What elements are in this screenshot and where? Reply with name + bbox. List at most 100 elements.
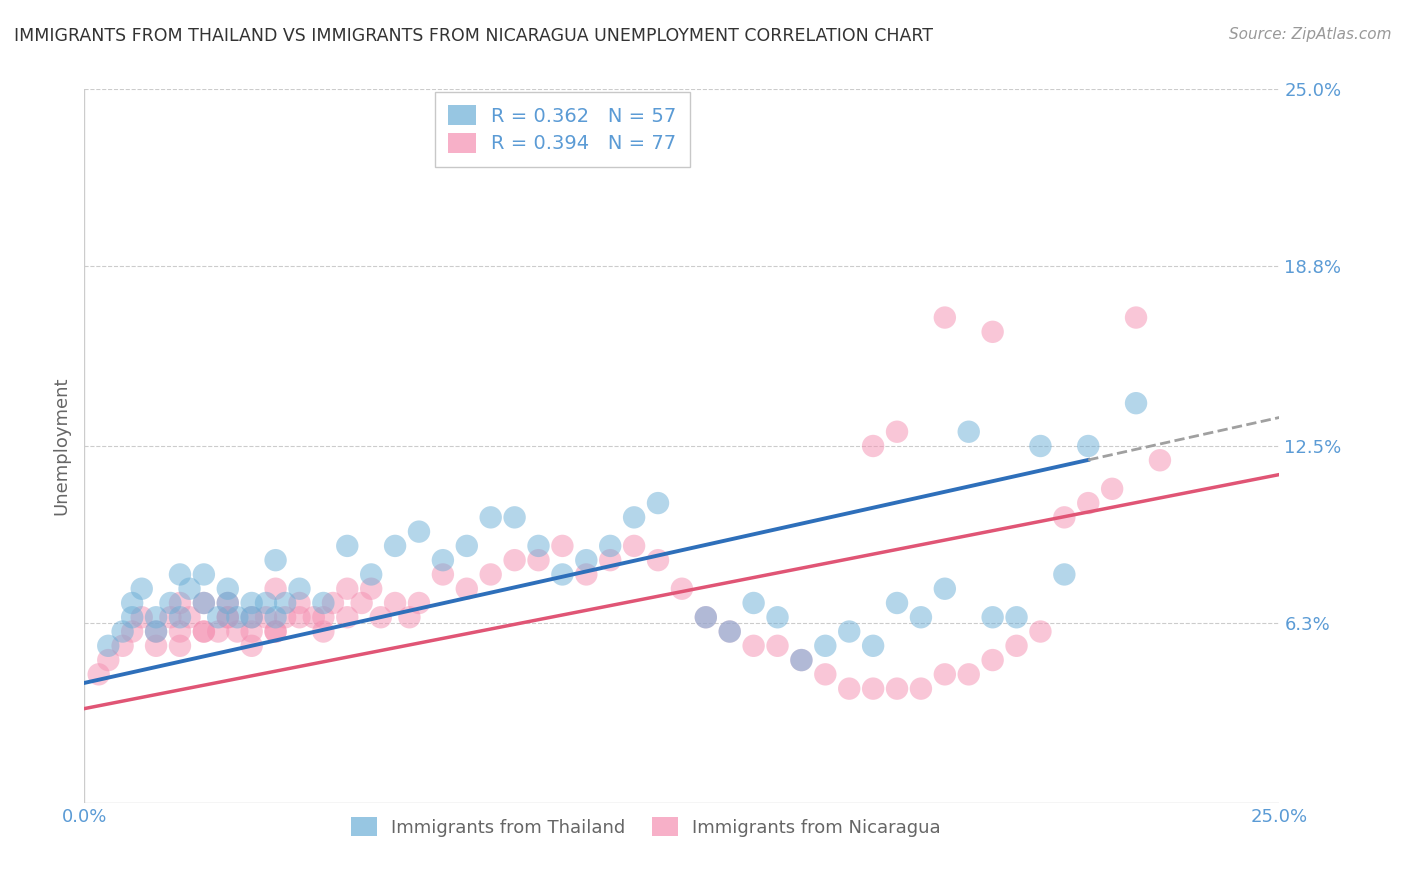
- Point: [193, 567, 215, 582]
- Point: [312, 624, 335, 639]
- Point: [240, 639, 263, 653]
- Point: [432, 553, 454, 567]
- Point: [766, 639, 789, 653]
- Point: [111, 639, 134, 653]
- Point: [264, 582, 287, 596]
- Point: [254, 596, 277, 610]
- Point: [264, 624, 287, 639]
- Point: [217, 582, 239, 596]
- Point: [360, 567, 382, 582]
- Point: [217, 610, 239, 624]
- Point: [179, 582, 201, 596]
- Point: [934, 667, 956, 681]
- Point: [240, 610, 263, 624]
- Point: [551, 539, 574, 553]
- Point: [551, 567, 574, 582]
- Text: IMMIGRANTS FROM THAILAND VS IMMIGRANTS FROM NICARAGUA UNEMPLOYMENT CORRELATION C: IMMIGRANTS FROM THAILAND VS IMMIGRANTS F…: [14, 27, 934, 45]
- Point: [910, 681, 932, 696]
- Point: [695, 610, 717, 624]
- Point: [312, 596, 335, 610]
- Point: [957, 425, 980, 439]
- Point: [336, 539, 359, 553]
- Point: [131, 610, 153, 624]
- Point: [169, 567, 191, 582]
- Point: [934, 582, 956, 596]
- Point: [671, 582, 693, 596]
- Text: Source: ZipAtlas.com: Source: ZipAtlas.com: [1229, 27, 1392, 42]
- Point: [336, 610, 359, 624]
- Point: [1005, 610, 1028, 624]
- Point: [1053, 567, 1076, 582]
- Point: [527, 539, 550, 553]
- Point: [623, 510, 645, 524]
- Point: [838, 624, 860, 639]
- Point: [910, 610, 932, 624]
- Point: [87, 667, 110, 681]
- Point: [169, 624, 191, 639]
- Point: [350, 596, 373, 610]
- Point: [217, 596, 239, 610]
- Point: [886, 425, 908, 439]
- Point: [169, 596, 191, 610]
- Point: [226, 624, 249, 639]
- Point: [384, 539, 406, 553]
- Point: [981, 610, 1004, 624]
- Point: [647, 553, 669, 567]
- Point: [97, 639, 120, 653]
- Point: [408, 524, 430, 539]
- Point: [159, 596, 181, 610]
- Point: [1053, 510, 1076, 524]
- Point: [121, 610, 143, 624]
- Legend: Immigrants from Thailand, Immigrants from Nicaragua: Immigrants from Thailand, Immigrants fro…: [344, 810, 948, 844]
- Point: [1101, 482, 1123, 496]
- Point: [264, 610, 287, 624]
- Point: [274, 610, 297, 624]
- Point: [207, 624, 229, 639]
- Point: [599, 553, 621, 567]
- Point: [1029, 624, 1052, 639]
- Point: [169, 610, 191, 624]
- Point: [207, 610, 229, 624]
- Point: [695, 610, 717, 624]
- Point: [240, 624, 263, 639]
- Point: [479, 567, 502, 582]
- Y-axis label: Unemployment: Unemployment: [52, 376, 70, 516]
- Point: [957, 667, 980, 681]
- Point: [1029, 439, 1052, 453]
- Point: [766, 610, 789, 624]
- Point: [838, 681, 860, 696]
- Point: [288, 596, 311, 610]
- Point: [934, 310, 956, 325]
- Point: [718, 624, 741, 639]
- Point: [274, 596, 297, 610]
- Point: [193, 596, 215, 610]
- Point: [111, 624, 134, 639]
- Point: [226, 610, 249, 624]
- Point: [575, 553, 598, 567]
- Point: [1149, 453, 1171, 467]
- Point: [1077, 496, 1099, 510]
- Point: [302, 610, 325, 624]
- Point: [456, 539, 478, 553]
- Point: [599, 539, 621, 553]
- Point: [193, 624, 215, 639]
- Point: [479, 510, 502, 524]
- Point: [790, 653, 813, 667]
- Point: [1077, 439, 1099, 453]
- Point: [814, 639, 837, 653]
- Point: [193, 596, 215, 610]
- Point: [790, 653, 813, 667]
- Point: [264, 553, 287, 567]
- Point: [336, 582, 359, 596]
- Point: [647, 496, 669, 510]
- Point: [193, 624, 215, 639]
- Point: [527, 553, 550, 567]
- Point: [240, 610, 263, 624]
- Point: [1005, 639, 1028, 653]
- Point: [360, 582, 382, 596]
- Point: [814, 667, 837, 681]
- Point: [145, 610, 167, 624]
- Point: [575, 567, 598, 582]
- Point: [169, 639, 191, 653]
- Point: [503, 553, 526, 567]
